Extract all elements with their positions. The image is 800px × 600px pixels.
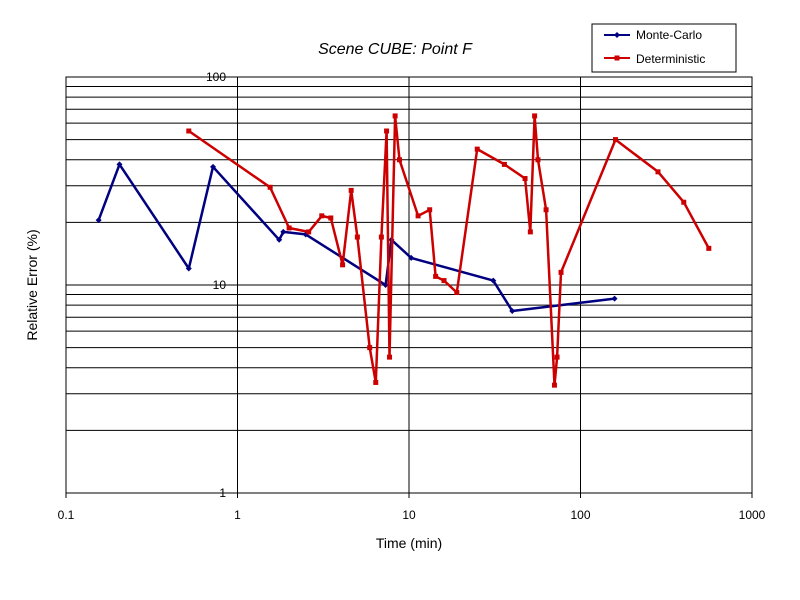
data-point-monte-carlo	[185, 265, 192, 272]
data-point-deterministic	[522, 176, 528, 182]
data-point-deterministic	[186, 128, 192, 134]
data-point-deterministic	[681, 199, 687, 205]
data-point-deterministic	[527, 229, 533, 235]
data-point-deterministic	[558, 269, 564, 275]
data-point-monte-carlo	[116, 161, 123, 168]
data-point-deterministic	[340, 262, 346, 268]
axis-ticks: 0.1 1 10 100 1000 1 10 100	[58, 70, 766, 522]
data-point-monte-carlo	[382, 282, 389, 288]
data-point-monte-carlo	[509, 307, 516, 314]
data-point-monte-carlo	[611, 295, 618, 302]
grid-lines	[66, 77, 752, 493]
data-point-deterministic	[367, 345, 373, 351]
data-point-monte-carlo	[490, 277, 497, 284]
data-point-deterministic	[532, 113, 538, 119]
data-point-deterministic	[378, 234, 384, 240]
series-group	[95, 113, 712, 388]
data-point-deterministic	[501, 161, 507, 167]
data-point-deterministic	[354, 234, 360, 240]
data-point-deterministic	[554, 354, 560, 360]
y-tick-label: 10	[213, 278, 227, 292]
legend-label-monte-carlo: Monte-Carlo	[636, 28, 702, 42]
legend-label-deterministic: Deterministic	[636, 52, 705, 66]
data-point-monte-carlo	[276, 236, 283, 243]
data-point-monte-carlo	[95, 217, 102, 224]
data-point-deterministic	[392, 113, 398, 119]
data-point-deterministic	[655, 169, 661, 175]
y-axis-label: Relative Error (%)	[24, 229, 40, 340]
data-point-deterministic	[306, 229, 312, 235]
data-point-deterministic	[415, 213, 421, 219]
data-point-deterministic	[454, 290, 460, 296]
data-point-monte-carlo	[280, 228, 287, 235]
x-tick-label: 1000	[739, 508, 766, 522]
legend-marker-monte-carlo	[614, 32, 620, 38]
data-point-deterministic	[613, 137, 619, 143]
data-point-deterministic	[543, 207, 549, 213]
data-point-deterministic	[328, 215, 334, 221]
chart-title: Scene CUBE: Point F	[318, 41, 473, 58]
x-tick-label: 1	[234, 508, 241, 522]
x-tick-label: 10	[402, 508, 416, 522]
x-tick-label: 100	[570, 508, 590, 522]
data-point-deterministic	[551, 382, 557, 388]
data-point-deterministic	[427, 207, 433, 213]
legend-marker-deterministic	[614, 55, 620, 61]
y-tick-label: 100	[206, 70, 226, 84]
x-axis-label: Time (min)	[376, 535, 442, 551]
data-point-monte-carlo	[210, 163, 217, 170]
data-point-deterministic	[441, 278, 447, 284]
data-point-deterministic	[433, 273, 439, 279]
legend: Monte-Carlo Deterministic	[591, 23, 737, 73]
data-point-deterministic	[384, 128, 390, 134]
data-point-monte-carlo	[408, 254, 415, 261]
data-point-deterministic	[373, 379, 379, 385]
x-tick-label: 0.1	[58, 508, 75, 522]
data-point-deterministic	[267, 184, 273, 190]
y-tick-label: 1	[219, 486, 226, 500]
data-point-deterministic	[319, 213, 325, 219]
legend-box	[591, 23, 737, 73]
data-point-deterministic	[474, 146, 480, 152]
data-point-deterministic	[396, 157, 402, 163]
data-point-deterministic	[535, 157, 541, 163]
data-point-deterministic	[387, 354, 393, 360]
data-point-deterministic	[286, 225, 292, 231]
data-point-deterministic	[706, 245, 712, 251]
data-point-deterministic	[348, 187, 354, 193]
